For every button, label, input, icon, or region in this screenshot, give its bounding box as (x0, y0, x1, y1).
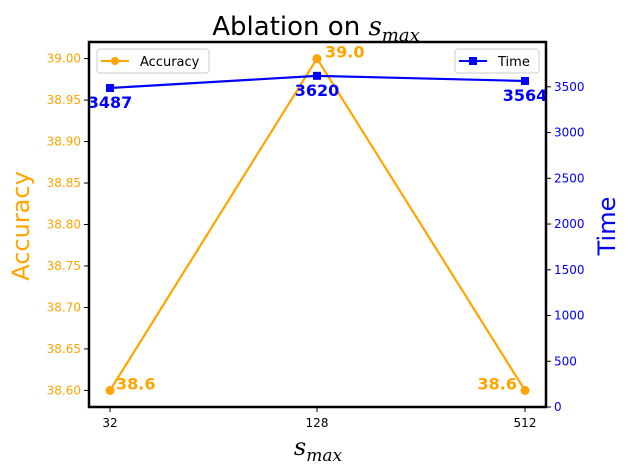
axes: 32 128 51238.6038.6538.7038.7538.8038.8538… (47, 52, 585, 430)
right-y-tick-label: 1500 (554, 263, 585, 277)
series-layer (105, 54, 530, 395)
left-y-axis-label: Accuracy (7, 171, 35, 281)
left-y-tick-label: 38.65 (47, 342, 81, 356)
legend-accuracy-marker (111, 57, 119, 65)
legend-time-box (454, 48, 540, 74)
chart-title: Ablation on smax (212, 12, 419, 46)
right-y-tick-label: 2500 (554, 171, 585, 185)
data-point-accuracy (105, 385, 115, 395)
legend-accuracy: Accuracy (96, 48, 210, 74)
right-y-tick-label: 3000 (554, 126, 585, 140)
right-y-tick-label: 0 (554, 400, 562, 414)
left-y-tick-label: 38.70 (47, 300, 81, 314)
right-y-tick-label: 1000 (554, 309, 585, 323)
data-label-time: 3487 (88, 93, 133, 112)
right-y-tick-label: 2000 (554, 217, 585, 231)
data-label-time: 3564 (503, 86, 548, 105)
x-tick-label: 32 (102, 416, 117, 430)
left-y-tick-label: 38.85 (47, 176, 81, 190)
right-y-tick-label: 3500 (554, 80, 585, 94)
data-point-time (106, 84, 114, 93)
legend-time: Time (454, 48, 540, 74)
right-y-tick-label: 500 (554, 354, 577, 368)
plot-frame (87, 40, 548, 409)
data-point-time (521, 76, 529, 85)
data-label-accuracy: 38.6 (116, 374, 155, 393)
left-y-tick-label: 38.60 (47, 383, 81, 397)
x-axis-label: smax (294, 433, 343, 466)
data-label-time: 3620 (295, 81, 340, 100)
left-y-tick-label: 38.90 (47, 135, 81, 149)
data-point-time (313, 71, 321, 80)
right-y-axis-label: Time (593, 197, 621, 257)
x-tick-label: 512 (514, 416, 537, 430)
data-labels: 38.6 39.0 38.6 3487 3620 3564 (88, 43, 548, 394)
legend-time-marker (469, 57, 477, 65)
left-y-tick-label: 38.75 (47, 259, 81, 273)
left-y-tick-label: 39.00 (47, 52, 81, 66)
data-point-accuracy (520, 385, 530, 395)
left-y-tick-label: 38.80 (47, 218, 81, 232)
data-label-accuracy: 38.6 (478, 374, 517, 393)
series-line-accuracy (109, 56, 526, 391)
legend-accuracy-box (96, 48, 210, 74)
legend-accuracy-label: Accuracy (140, 55, 200, 70)
x-tick-label: 128 (306, 416, 329, 430)
data-point-accuracy (312, 54, 322, 64)
left-y-tick-label: 38.95 (47, 93, 81, 107)
data-label-accuracy: 39.0 (325, 43, 364, 62)
legend-time-label: Time (497, 55, 530, 70)
